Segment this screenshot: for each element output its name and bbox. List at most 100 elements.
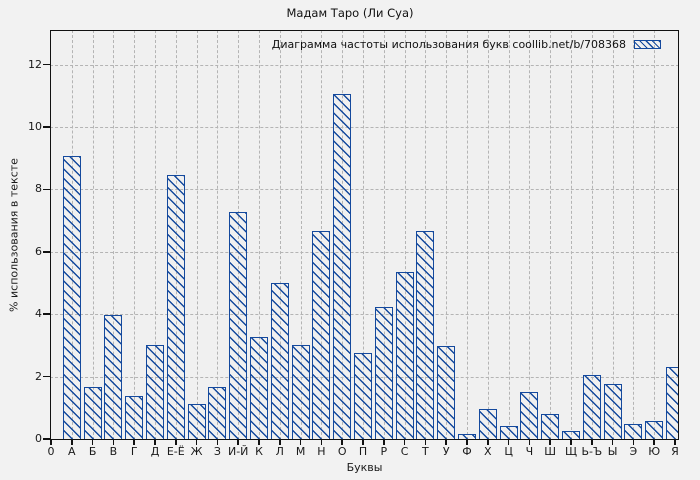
- x-tick-mark: [362, 440, 364, 445]
- v-gridline: [633, 30, 635, 440]
- y-tick-mark: [43, 126, 50, 128]
- v-gridline: [612, 30, 614, 440]
- h-gridline: [50, 251, 679, 253]
- bar-С: [395, 271, 414, 439]
- x-tick-label: Ы: [607, 445, 618, 458]
- v-gridline: [259, 30, 260, 440]
- x-tick-mark: [507, 440, 510, 445]
- x-tick-mark: [154, 440, 156, 445]
- x-tick-mark: [258, 440, 260, 445]
- bar-Л: [270, 282, 289, 439]
- x-tick-mark: [570, 440, 572, 445]
- x-tick-label: Ф: [462, 445, 472, 458]
- x-tick-mark: [383, 440, 385, 445]
- bar-Ч: [520, 391, 539, 439]
- bar-Ж: [187, 404, 206, 439]
- bar-Ь-Ъ: [582, 374, 601, 439]
- x-tick-label: Н: [317, 445, 326, 458]
- x-tick-mark: [320, 440, 323, 445]
- x-tick-mark: [112, 440, 115, 445]
- x-tick-label: Ю: [648, 445, 661, 458]
- bar-Д: [146, 344, 164, 439]
- x-tick-mark: [237, 440, 239, 445]
- x-tick-label: Г: [130, 445, 138, 458]
- v-gridline: [529, 30, 531, 440]
- x-tick-mark: [591, 440, 593, 445]
- bar-Г: [125, 396, 144, 439]
- y-tick-mark: [43, 251, 50, 253]
- x-tick-label: Э: [629, 445, 638, 458]
- x-tick-mark: [216, 440, 219, 445]
- y-tick-label: 4: [35, 307, 42, 321]
- x-tick-label: Д: [150, 445, 160, 458]
- bar-М: [291, 344, 310, 439]
- v-gridline: [383, 30, 385, 440]
- y-axis-label: % использования в тексте: [7, 158, 21, 312]
- x-tick-label: О: [337, 445, 347, 458]
- x-tick-mark: [674, 440, 676, 445]
- bar-Ф: [458, 433, 476, 439]
- x-tick-mark: [175, 440, 177, 445]
- bar-Ю: [645, 421, 664, 439]
- x-tick-mark: [279, 440, 281, 445]
- h-gridline: [50, 64, 679, 66]
- h-gridline: [50, 189, 679, 191]
- x-tick-mark: [424, 440, 427, 445]
- v-gridline: [92, 30, 94, 440]
- v-gridline: [363, 30, 364, 440]
- x-tick-label: Ь-Ъ: [581, 445, 603, 458]
- y-tick-label: 12: [28, 57, 42, 71]
- x-tick-mark: [487, 440, 489, 445]
- x-tick-label: Е-Ё: [166, 445, 185, 458]
- v-gridline: [446, 30, 448, 440]
- x-tick-label: И-Й: [227, 445, 249, 458]
- x-tick-mark: [195, 440, 198, 445]
- plot-area: Диаграмма частоты использования букв coo…: [50, 30, 679, 440]
- x-tick-mark: [632, 440, 635, 445]
- v-gridline: [404, 30, 406, 440]
- x-tick-label: Р: [380, 445, 388, 458]
- v-gridline: [155, 30, 156, 440]
- bar-П: [354, 352, 372, 439]
- bar-З: [208, 387, 227, 439]
- bar-Х: [478, 408, 497, 439]
- v-gridline: [591, 30, 593, 440]
- x-tick-mark: [549, 440, 551, 445]
- x-tick-label: М: [295, 445, 306, 458]
- x-tick-label: В: [109, 445, 118, 458]
- h-gridline: [50, 314, 679, 316]
- x-tick-label: З: [213, 445, 221, 458]
- x-tick-mark: [528, 440, 531, 445]
- bar-В: [104, 315, 123, 439]
- x-tick-label: Ч: [525, 445, 534, 458]
- x-tick-label: Ш: [544, 445, 557, 458]
- x-tick-label: Т: [422, 445, 429, 458]
- bar-А: [62, 156, 81, 439]
- bar-Щ: [562, 430, 580, 439]
- v-gridline: [487, 30, 489, 440]
- x-tick-mark: [466, 440, 468, 445]
- x-tick-label: Б: [88, 445, 97, 458]
- y-tick-label: 10: [28, 120, 42, 133]
- legend-swatch: [634, 40, 661, 49]
- legend: Диаграмма частоты использования букв coo…: [272, 38, 661, 51]
- y-tick-mark: [43, 313, 50, 315]
- v-gridline: [508, 30, 510, 440]
- x-tick-label: Ж: [190, 445, 203, 458]
- x-tick-label: Х: [484, 445, 492, 458]
- x-tick-mark: [611, 440, 614, 445]
- bar-У: [437, 346, 456, 439]
- bar-Р: [374, 307, 393, 439]
- legend-label: Диаграмма частоты использования букв coo…: [271, 38, 626, 51]
- x-tick-mark: [445, 440, 447, 445]
- x-tick-mark: [50, 440, 52, 445]
- v-gridline: [467, 30, 468, 440]
- v-gridline: [654, 30, 656, 440]
- x-tick-label: У: [442, 445, 450, 458]
- x-tick-mark: [341, 440, 343, 445]
- bar-Я: [666, 366, 679, 439]
- bar-Е-Ё: [166, 174, 185, 439]
- v-gridline: [550, 30, 552, 440]
- x-axis-label: Буквы: [346, 461, 383, 474]
- bar-Б: [83, 387, 102, 439]
